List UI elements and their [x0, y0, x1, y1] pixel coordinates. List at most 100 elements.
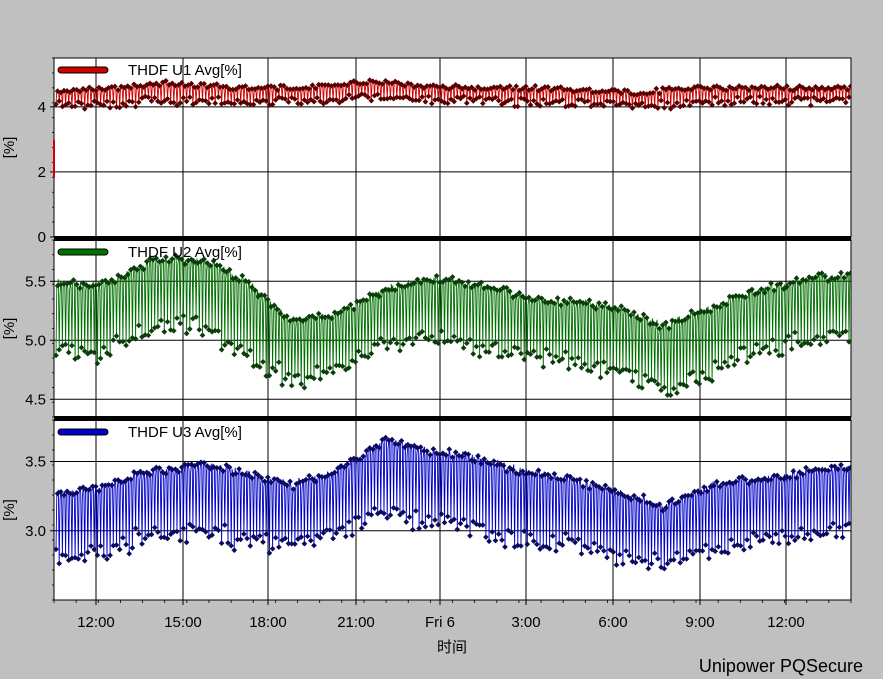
- data-point: [384, 345, 391, 352]
- data-point: [532, 471, 539, 478]
- data-point: [776, 352, 782, 359]
- data-point: [510, 86, 516, 93]
- data-point: [506, 83, 513, 89]
- data-point: [526, 294, 532, 301]
- data-point: [228, 542, 235, 549]
- data-point: [237, 342, 244, 349]
- data-point: [363, 80, 370, 87]
- data-point: [534, 541, 540, 548]
- data-point: [288, 382, 295, 389]
- data-point: [580, 483, 586, 490]
- data-point: [242, 83, 249, 89]
- data-point: [637, 498, 644, 504]
- y-tick-label: 3.5: [25, 454, 46, 471]
- data-point: [742, 476, 749, 483]
- data-point: [261, 478, 268, 485]
- data-point: [608, 86, 615, 93]
- data-point: [592, 306, 599, 312]
- data-point: [745, 87, 752, 93]
- data-point: [640, 492, 647, 498]
- data-point: [589, 303, 596, 309]
- data-point: [631, 492, 637, 499]
- series-3: [54, 434, 851, 572]
- data-point: [737, 345, 744, 351]
- data-point: [110, 337, 117, 343]
- data-point: [561, 477, 567, 483]
- data-point: [575, 354, 582, 361]
- data-point: [346, 518, 352, 525]
- data-point: [495, 531, 502, 537]
- data-point: [317, 376, 324, 382]
- data-point: [739, 84, 746, 91]
- data-point: [425, 93, 432, 100]
- data-point: [514, 103, 521, 110]
- data-point: [471, 282, 478, 288]
- data-point: [67, 280, 74, 286]
- data-point: [108, 276, 115, 283]
- data-point: [613, 366, 620, 373]
- data-point: [419, 328, 426, 335]
- data-point: [309, 82, 316, 89]
- data-point: [183, 330, 190, 337]
- data-point: [139, 541, 145, 547]
- data-point: [718, 98, 725, 104]
- data-point: [269, 545, 276, 552]
- data-point: [365, 354, 371, 361]
- data-point: [510, 467, 516, 473]
- data-point: [389, 436, 395, 443]
- data-point: [159, 257, 166, 264]
- data-point: [564, 86, 571, 93]
- data-point: [785, 333, 792, 339]
- data-point: [756, 93, 763, 100]
- data-point: [581, 361, 588, 367]
- data-point: [774, 82, 781, 89]
- data-point: [132, 103, 139, 110]
- data-point: [624, 308, 631, 314]
- data-point: [828, 463, 835, 470]
- data-point: [73, 281, 80, 288]
- y-axis-label: [%]: [1, 499, 18, 521]
- data-point: [127, 476, 134, 483]
- data-point: [835, 274, 841, 281]
- data-point: [425, 513, 432, 520]
- data-point: [747, 353, 754, 360]
- data-point: [177, 100, 184, 106]
- data-point: [124, 271, 131, 278]
- data-point: [478, 460, 485, 467]
- data-point: [409, 341, 416, 348]
- data-point: [629, 378, 636, 385]
- data-point: [264, 296, 271, 303]
- data-point: [670, 385, 677, 392]
- data-point: [338, 308, 344, 315]
- data-point: [282, 535, 289, 542]
- data-point: [583, 477, 590, 484]
- data-point: [148, 98, 155, 104]
- data-point: [451, 333, 457, 340]
- data-point: [382, 434, 389, 441]
- data-point: [284, 313, 290, 319]
- data-point: [626, 552, 633, 559]
- data-point: [806, 467, 813, 474]
- data-point: [237, 536, 244, 543]
- data-point: [234, 536, 241, 543]
- data-point: [575, 536, 582, 542]
- data-point: [411, 280, 418, 286]
- data-point: [546, 351, 553, 358]
- data-point: [753, 341, 760, 348]
- data-point: [777, 280, 784, 287]
- data-point: [836, 524, 843, 531]
- data-point: [774, 472, 781, 479]
- data-point: [627, 312, 634, 319]
- data-point: [319, 81, 325, 88]
- data-point: [97, 355, 104, 362]
- data-point: [282, 376, 289, 382]
- data-point: [764, 285, 771, 292]
- data-point: [639, 385, 645, 391]
- data-point: [392, 287, 399, 293]
- data-point: [449, 454, 456, 461]
- data-point: [398, 437, 405, 444]
- data-point: [589, 479, 596, 486]
- data-point: [795, 534, 801, 540]
- data-point: [643, 314, 650, 321]
- data-point: [444, 513, 451, 520]
